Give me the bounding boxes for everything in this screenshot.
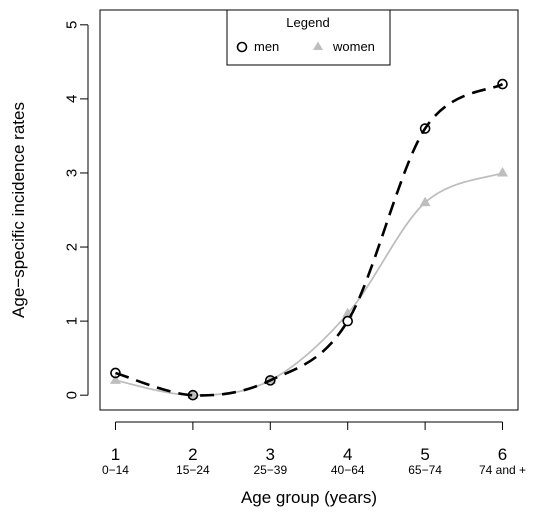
y-tick-label: 4 [64,95,81,103]
y-tick-label: 5 [64,21,81,29]
y-axis-title: Age−specific incidence rates [9,102,28,318]
point-men [264,375,276,386]
legend-label-men: men [254,39,279,54]
point-women [497,166,509,177]
x-axis: 10−14 215−24 325−39 440−64 565−74 674 and + [102,421,526,477]
y-axis: 0 1 2 3 4 5 [64,21,89,399]
point-women [187,389,199,399]
point-men [187,389,199,401]
x-sub-label: 65−74 [408,463,442,477]
point-women [419,196,431,207]
point-women [109,374,121,384]
point-men [419,123,431,134]
legend: Legend men women [226,9,391,66]
point-men [497,78,508,90]
x-sub-label: 25−39 [253,463,287,477]
x-tick-label: 3 [266,445,275,464]
x-tick-label: 4 [343,445,352,464]
x-sub-label: 15−24 [176,463,210,477]
legend-label-women: women [332,39,375,54]
point-men [342,315,354,327]
y-tick-label: 3 [64,169,81,177]
y-tick-label: 2 [64,243,81,251]
plot-frame [99,9,519,411]
y-tick-label: 0 [64,391,81,399]
legend-title: Legend [286,15,329,30]
y-tick-label: 1 [64,317,81,325]
legend-marker-men [236,41,248,53]
legend-marker-women [313,41,323,50]
point-men [110,367,121,379]
x-tick-label: 5 [420,445,429,464]
series-layer [109,78,509,401]
x-tick-label: 6 [498,445,507,464]
legend-box [226,9,391,66]
series-line-men [115,82,504,397]
x-sub-label: 0−14 [102,463,129,477]
x-sub-label: 74 and + [479,463,526,477]
x-tick-label: 2 [188,445,197,464]
x-tick-label: 1 [111,445,120,464]
x-sub-label: 40−64 [331,463,365,477]
x-axis-title: Age group (years) [241,488,377,507]
